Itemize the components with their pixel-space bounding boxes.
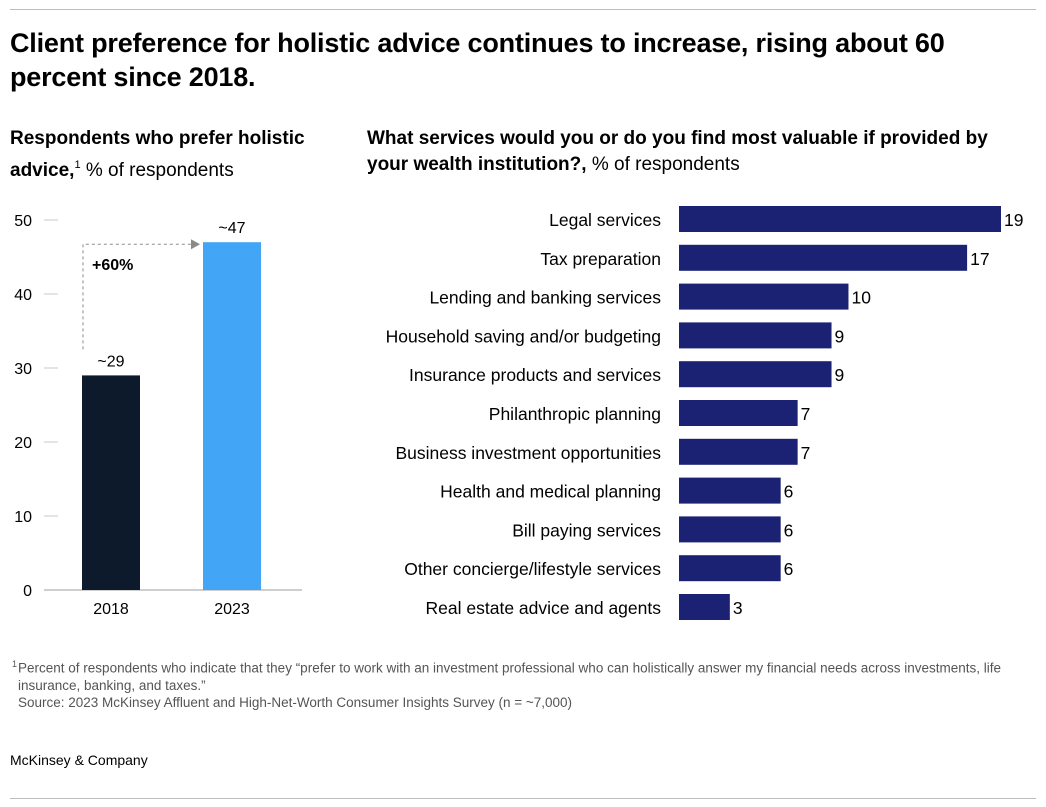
service-bar: [679, 594, 730, 620]
category-label: Household saving and/or budgeting: [386, 326, 661, 346]
service-bar: [679, 400, 798, 426]
value-label: 9: [835, 326, 845, 346]
value-label: 10: [851, 288, 871, 308]
right-chart-subtitle: What services would you or do you find m…: [367, 126, 1007, 178]
value-label: 6: [784, 559, 794, 579]
category-label: Health and medical planning: [440, 482, 661, 502]
value-label: 9: [835, 365, 845, 385]
bar-2018: [82, 375, 140, 590]
bar-2023: [203, 242, 261, 590]
service-bar: [679, 244, 968, 271]
y-tick-label: 40: [14, 287, 32, 304]
category-label: Philanthropic planning: [489, 404, 661, 424]
category-label: Other concierge/lifestyle services: [404, 559, 661, 579]
footnote-text: Percent of respondents who indicate that…: [18, 660, 1001, 693]
footnote-mark: 1: [12, 659, 18, 669]
category-label: Insurance products and services: [409, 365, 661, 385]
category-label: Real estate advice and agents: [426, 598, 662, 618]
growth-annotation: +60%: [92, 257, 133, 274]
bottom-rule: [10, 798, 1036, 799]
right-subtitle-bold: What services would you or do you find m…: [367, 128, 988, 175]
service-bar: [679, 322, 832, 349]
y-tick-label: 0: [23, 583, 32, 600]
footnotes: 1Percent of respondents who indicate tha…: [12, 656, 1032, 711]
y-tick-label: 20: [14, 435, 32, 452]
chart-title: Client preference for holistic advice co…: [10, 28, 945, 92]
service-bar: [679, 283, 849, 310]
category-label: Lending and banking services: [429, 288, 661, 308]
y-tick-label: 50: [14, 213, 32, 230]
left-subtitle-footnote-mark: 1: [74, 159, 81, 171]
service-bar: [679, 361, 832, 388]
y-tick-label: 10: [14, 509, 32, 526]
service-bar: [679, 477, 781, 504]
left-subtitle-unit: % of respondents: [85, 160, 234, 181]
left-subtitle-bold: Respondents who prefer holistic advice,: [10, 128, 305, 181]
value-label: 6: [784, 520, 794, 540]
service-bar: [679, 516, 781, 543]
y-tick-label: 30: [14, 361, 32, 378]
category-label: Tax preparation: [540, 249, 661, 269]
value-label: 7: [801, 443, 811, 463]
value-label: 7: [801, 404, 811, 424]
top-rule: [10, 9, 1036, 10]
service-bar: [679, 438, 798, 465]
growth-arrow-icon: [191, 239, 200, 250]
brand-name: McKinsey & Company: [10, 752, 148, 768]
x-tick-label-2018: 2018: [93, 601, 129, 618]
right-subtitle-unit: % of respondents: [591, 154, 740, 175]
x-tick-label-2023: 2023: [214, 601, 250, 618]
category-label: Legal services: [549, 210, 661, 230]
value-label: 19: [1004, 210, 1023, 230]
service-bar: [679, 206, 1001, 232]
category-label: Business investment opportunities: [395, 443, 661, 463]
data-label-2023: ~47: [218, 220, 245, 237]
category-label: Bill paying services: [512, 520, 661, 540]
data-label-2018: ~29: [97, 353, 124, 370]
value-label: 6: [784, 482, 794, 502]
footnote-1: 1Percent of respondents who indicate tha…: [12, 656, 1032, 694]
service-bar: [679, 555, 781, 582]
value-label: 17: [970, 249, 989, 269]
source-note: Source: 2023 McKinsey Affluent and High-…: [18, 694, 573, 710]
left-chart-subtitle: Respondents who prefer holistic advice,1…: [10, 126, 340, 184]
value-label: 3: [733, 598, 743, 618]
